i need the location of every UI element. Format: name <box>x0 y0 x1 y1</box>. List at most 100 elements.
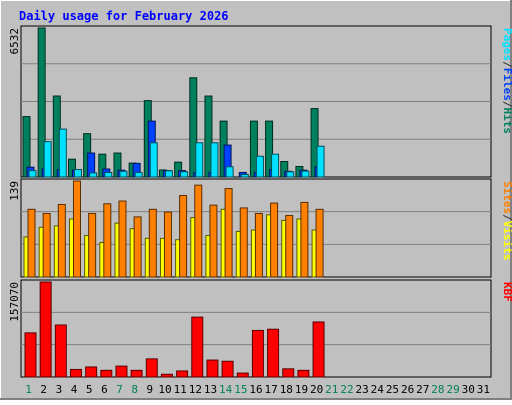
x-tick-label: 29 <box>446 383 459 396</box>
x-tick-label: 4 <box>71 383 78 396</box>
x-tick-label: 15 <box>234 383 247 396</box>
bar-sites <box>270 202 279 278</box>
panel-kbytes: 157070 KBF <box>8 279 512 378</box>
bar-pages <box>180 171 189 178</box>
bar-pages <box>73 168 82 178</box>
legend-entry: Hits <box>501 108 512 135</box>
chart-title: Daily usage for February 2026 <box>19 9 229 23</box>
bar-pages <box>43 141 52 178</box>
bar-pages <box>316 145 325 178</box>
bar-kbytes <box>282 368 295 378</box>
y-max-label: 157070 <box>8 282 21 322</box>
legend-entry: F <box>501 295 512 302</box>
x-tick-label: 7 <box>116 383 123 396</box>
legend: Sites/Visits <box>501 181 512 261</box>
bar-sites <box>224 188 233 278</box>
x-tick-label: 28 <box>431 383 444 396</box>
bar-sites <box>163 211 172 278</box>
x-axis-labels: 1 2 3 4 5 6 7 8 9 10 11 12 13 14 15 16 17 18 19 20 21 22 23 24 2… <box>25 383 490 396</box>
bar-sites <box>285 215 294 278</box>
legend-entry: / <box>501 214 512 221</box>
x-tick-label: 16 <box>249 383 262 396</box>
x-tick-label: 6 <box>101 383 108 396</box>
bar-kbytes <box>85 366 98 378</box>
legend-entry: Pages <box>501 28 512 61</box>
bar-pages <box>134 171 143 178</box>
x-tick-label: 30 <box>462 383 475 396</box>
bar-pages <box>149 142 158 178</box>
bar-sites <box>57 203 66 278</box>
bar-kbytes <box>191 316 204 378</box>
bar-pages <box>210 142 219 178</box>
bar-kbytes <box>130 369 143 378</box>
x-tick-label: 21 <box>325 383 338 396</box>
x-tick-label: 31 <box>477 383 490 396</box>
bar-kbytes <box>145 358 158 378</box>
x-tick-label: 1 <box>25 383 32 396</box>
x-tick-label: 23 <box>356 383 369 396</box>
bar-pages <box>271 153 280 178</box>
bar-kbytes <box>115 365 128 378</box>
x-tick-label: 2 <box>40 383 47 396</box>
x-tick-label: 22 <box>340 383 353 396</box>
bar-kbytes <box>206 359 219 378</box>
bar-sites <box>194 184 203 278</box>
x-tick-label: 10 <box>158 383 171 396</box>
bar-kbytes <box>297 369 310 378</box>
bar-pages <box>255 155 264 178</box>
bar-kbytes <box>100 369 113 378</box>
x-tick-label: 24 <box>371 383 385 396</box>
bar-sites <box>72 180 81 278</box>
bar-sites <box>133 216 142 278</box>
bar-kbytes <box>24 332 37 378</box>
bar-kbytes <box>312 321 325 378</box>
bar-sites <box>254 212 263 278</box>
x-tick-label: 12 <box>189 383 202 396</box>
bar-kbytes <box>69 368 82 378</box>
bar-kbytes <box>267 328 280 378</box>
bar-pages <box>58 128 67 178</box>
legend-entry: Visits <box>501 221 512 261</box>
x-tick-label: 26 <box>401 383 414 396</box>
x-tick-label: 5 <box>86 383 93 396</box>
bar-kbytes <box>160 373 173 378</box>
legend: KBF <box>501 282 512 302</box>
panel-visits_sites: 139 Sites/Visits <box>8 178 512 278</box>
bar-pages <box>225 166 234 178</box>
x-tick-label: 25 <box>386 383 399 396</box>
chart-panels: 6532Pages/Files/Hits139Sites/Visits15707… <box>8 25 512 378</box>
x-tick-label: 19 <box>295 383 308 396</box>
bar-sites <box>42 212 51 278</box>
bar-sites <box>103 203 112 278</box>
x-tick-label: 9 <box>147 383 154 396</box>
legend-entry: Files <box>501 68 512 101</box>
x-tick-label: 3 <box>56 383 63 396</box>
bar-pages <box>89 172 98 178</box>
x-tick-label: 18 <box>280 383 293 396</box>
bar-hits <box>249 120 258 178</box>
bar-pages <box>301 170 310 178</box>
legend-entry: / <box>501 61 512 68</box>
bar-sites <box>300 201 309 278</box>
bar-sites <box>27 208 36 278</box>
x-tick-label: 27 <box>416 383 429 396</box>
legend: Pages/Files/Hits <box>501 28 512 134</box>
legend-entry: / <box>501 101 512 108</box>
bar-sites <box>118 200 127 278</box>
legend-entry: KB <box>501 282 512 296</box>
bar-pages <box>195 142 204 178</box>
bar-kbytes <box>221 360 234 378</box>
bar-kbytes <box>251 329 264 378</box>
bar-pages <box>286 171 295 178</box>
x-tick-label: 20 <box>310 383 323 396</box>
bar-kbytes <box>236 372 249 378</box>
bar-kbytes <box>54 324 67 378</box>
bar-pages <box>28 170 37 178</box>
bar-sites <box>209 204 218 278</box>
bar-sites <box>148 208 157 278</box>
x-tick-label: 8 <box>131 383 138 396</box>
bar-pages <box>119 170 128 178</box>
